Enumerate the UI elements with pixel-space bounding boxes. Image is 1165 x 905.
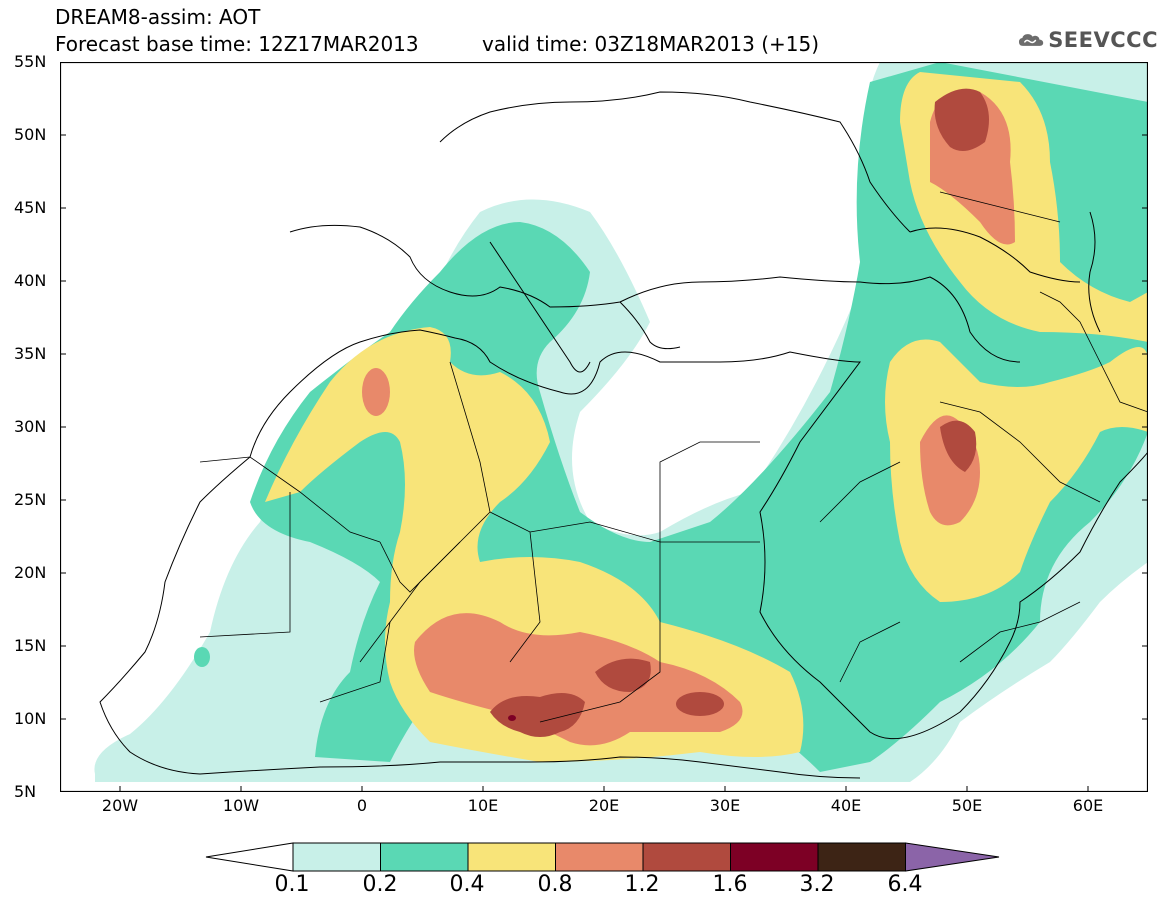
legend-label-3-2: 3.2 bbox=[799, 872, 835, 897]
seevccc-logo: SEEVCCC bbox=[1018, 22, 1158, 58]
logo-text: SEEVCCC bbox=[1048, 28, 1158, 52]
valid-time: valid time: 03Z18MAR2013 (+15) bbox=[482, 32, 820, 56]
lon-label-30e: 30E bbox=[709, 796, 741, 815]
legend-bin-4 bbox=[555, 842, 644, 872]
legend-label-6-4: 6.4 bbox=[887, 872, 923, 897]
legend-bin-3 bbox=[467, 842, 556, 872]
colorbar bbox=[205, 842, 1000, 872]
lat-label-55n: 55N bbox=[14, 52, 47, 71]
map-title: DREAM8-assim: AOT bbox=[55, 5, 261, 29]
lon-label-0: 0 bbox=[356, 796, 368, 815]
cloud-icon bbox=[1018, 34, 1044, 46]
legend-bin-7 bbox=[817, 842, 906, 872]
lon-label-60e: 60E bbox=[1072, 796, 1104, 815]
legend-bin-5 bbox=[642, 842, 731, 872]
country-borders bbox=[199, 191, 1148, 723]
lon-label-50e: 50E bbox=[951, 796, 983, 815]
lat-label-45n: 45N bbox=[14, 198, 47, 217]
lon-label-10e: 10E bbox=[467, 796, 499, 815]
aot-contour-1-2 bbox=[490, 88, 989, 737]
legend-bin-6 bbox=[730, 842, 819, 872]
aot-contour-1-6 bbox=[508, 715, 516, 721]
lat-label-20n: 20N bbox=[14, 563, 47, 582]
legend-label-1-6: 1.6 bbox=[712, 872, 748, 897]
lat-label-5n: 5N bbox=[14, 782, 37, 801]
lat-label-10n: 10N bbox=[14, 709, 47, 728]
legend-bin-2 bbox=[380, 842, 469, 872]
forecast-base-time: Forecast base time: 12Z17MAR2013 bbox=[55, 32, 419, 56]
legend-label-1-2: 1.2 bbox=[624, 872, 660, 897]
lat-label-15n: 15N bbox=[14, 636, 47, 655]
lon-label-40e: 40E bbox=[830, 796, 862, 815]
legend-bin-below bbox=[205, 842, 294, 872]
lat-label-25n: 25N bbox=[14, 490, 47, 509]
coastlines bbox=[99, 91, 1148, 779]
map-frame bbox=[60, 62, 1148, 792]
lat-label-40n: 40N bbox=[14, 271, 47, 290]
lat-label-30n: 30N bbox=[14, 417, 47, 436]
lon-label-20w: 20W bbox=[101, 796, 139, 815]
aot-map bbox=[60, 62, 1148, 792]
lat-label-35n: 35N bbox=[14, 344, 47, 363]
lon-label-10w: 10W bbox=[222, 796, 260, 815]
legend-label-0-1: 0.1 bbox=[274, 872, 310, 897]
legend-bin-1 bbox=[292, 842, 381, 872]
legend-label-0-2: 0.2 bbox=[362, 872, 398, 897]
lon-label-20e: 20E bbox=[588, 796, 620, 815]
legend-bin-above bbox=[905, 842, 1000, 872]
legend-label-0-8: 0.8 bbox=[537, 872, 573, 897]
legend-label-0-4: 0.4 bbox=[449, 872, 485, 897]
lat-label-50n: 50N bbox=[14, 125, 47, 144]
